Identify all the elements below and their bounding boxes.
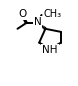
Text: CH₃: CH₃ xyxy=(44,9,62,19)
Text: NH: NH xyxy=(42,45,58,55)
Text: N: N xyxy=(34,17,41,27)
Text: O: O xyxy=(19,9,27,19)
